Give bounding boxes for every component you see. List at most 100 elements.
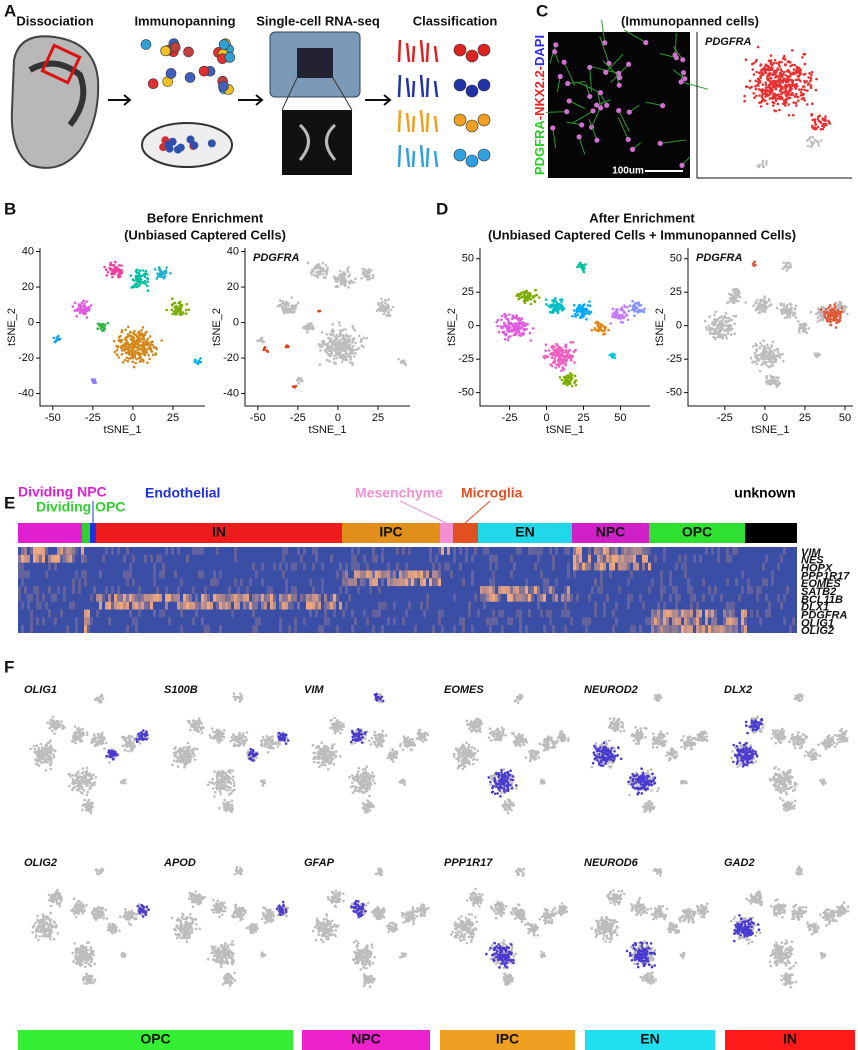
- heatmap-cell: [39, 601, 42, 610]
- heatmap-cell: [540, 570, 543, 579]
- cell-point: [94, 381, 98, 384]
- cell-point: [79, 739, 83, 742]
- heatmap-cell: [111, 547, 114, 555]
- cell-point: [320, 331, 324, 334]
- heatmap-cell: [300, 593, 303, 602]
- cell-point: [352, 344, 355, 348]
- cell-point: [778, 65, 781, 68]
- heatmap-cell: [540, 609, 543, 618]
- chip-zoom: [282, 110, 352, 175]
- cell-point: [336, 349, 339, 352]
- fluorescence-image: [548, 32, 690, 178]
- heatmap-cell: [645, 554, 648, 563]
- heatmap-cell: [219, 570, 222, 579]
- heatmap-cell: [81, 547, 84, 555]
- heatmap-cell: [396, 547, 399, 555]
- heatmap-cell: [501, 609, 504, 618]
- cell-cloud: [256, 261, 408, 389]
- cell-point: [154, 352, 157, 355]
- cell-point: [115, 353, 119, 356]
- heatmap-cell: [711, 593, 714, 602]
- cell-point: [32, 745, 36, 748]
- cell-point: [716, 318, 720, 321]
- cell-point: [86, 783, 89, 787]
- cell-point: [391, 305, 395, 309]
- cell-point: [326, 348, 329, 351]
- cell-point: [769, 59, 773, 62]
- heatmap-cell: [369, 578, 372, 587]
- heatmap-cell: [204, 586, 207, 594]
- cell-point: [767, 347, 771, 350]
- heatmap-cell: [189, 601, 192, 610]
- heatmap-cell: [756, 609, 759, 618]
- x-tick-label: -50: [45, 412, 61, 424]
- cell-point: [265, 349, 269, 353]
- cell-point: [146, 337, 150, 341]
- cell-point: [789, 303, 793, 306]
- heatmap-cell: [624, 554, 627, 563]
- cell-point: [506, 338, 510, 342]
- cell-point: [63, 726, 66, 729]
- cell-point: [346, 334, 349, 338]
- heatmap-cell: [666, 625, 669, 633]
- cell-point: [135, 357, 138, 361]
- cell-point: [785, 269, 789, 272]
- heatmap-cell: [612, 609, 615, 618]
- heatmap-cell: [309, 601, 312, 610]
- cluster-label: unknown: [734, 485, 795, 501]
- cell-point: [803, 88, 806, 92]
- heatmap-cell: [255, 570, 258, 579]
- heatmap-cell: [459, 562, 462, 571]
- cell-point: [99, 323, 103, 327]
- heatmap-cell: [36, 547, 39, 555]
- heatmap-cell: [654, 617, 657, 626]
- cell-point: [283, 305, 287, 309]
- nucleus: [557, 73, 563, 80]
- classified-cell: [453, 148, 467, 162]
- cell-point: [126, 359, 130, 363]
- heatmap-cell: [393, 617, 396, 626]
- cell: [160, 45, 171, 57]
- cell-point: [569, 359, 573, 362]
- cell-point: [763, 66, 767, 69]
- heatmap-cell: [588, 554, 591, 563]
- heatmap-cell: [210, 601, 213, 610]
- heatmap-cell: [330, 593, 333, 602]
- cell-point: [802, 322, 806, 326]
- cell-point: [622, 316, 625, 320]
- cell-point: [643, 307, 646, 311]
- cell-point: [756, 357, 759, 361]
- heatmap-cell: [177, 601, 180, 610]
- cell-point: [817, 144, 820, 147]
- heatmap-cell: [345, 601, 348, 610]
- heatmap-cell: [126, 578, 129, 587]
- panel-a-illustration: [10, 31, 392, 175]
- cell-point: [836, 314, 839, 318]
- heatmap-cell: [72, 554, 75, 563]
- heatmap-cell: [549, 547, 552, 555]
- heatmap-cell: [690, 593, 693, 602]
- heatmap-cell: [576, 562, 579, 571]
- heatmap-cell: [201, 593, 204, 602]
- cell-point: [554, 366, 558, 370]
- cell-point: [75, 314, 78, 318]
- heatmap-cell: [285, 601, 288, 610]
- cell-point: [796, 95, 800, 99]
- heatmap-cell: [423, 578, 426, 587]
- cell-point: [349, 358, 353, 361]
- cell-point: [787, 308, 791, 311]
- heatmap-cell: [609, 554, 612, 563]
- heatmap-cell: [720, 625, 723, 633]
- cell-point: [294, 305, 297, 308]
- heatmap-cell: [537, 586, 540, 594]
- heatmap-cell: [246, 586, 249, 594]
- cell-point: [510, 322, 514, 326]
- cell-point: [82, 771, 85, 774]
- cell-point: [311, 325, 315, 328]
- heatmap-cell: [339, 601, 342, 610]
- cell-point: [725, 316, 728, 320]
- heatmap-cell: [288, 625, 291, 633]
- cell-point: [133, 330, 136, 333]
- y-axis-label: tSNE_2: [446, 308, 458, 346]
- nucleus: [680, 57, 686, 63]
